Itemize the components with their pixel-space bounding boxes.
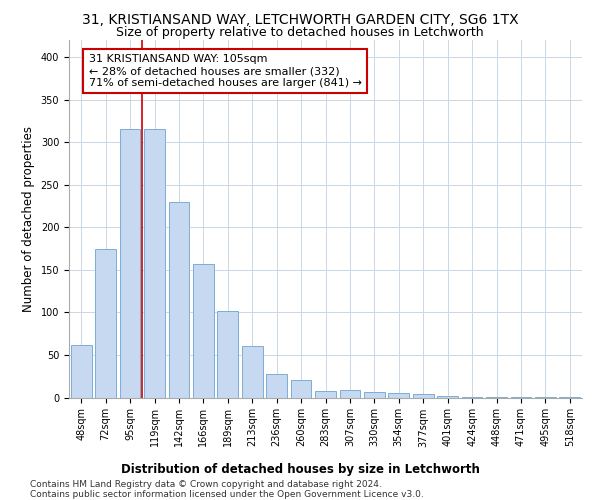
Bar [95, 248, 116, 398]
Bar [388, 393, 409, 398]
Bar [315, 390, 336, 398]
Bar [71, 344, 92, 398]
Bar [413, 394, 434, 398]
Text: Size of property relative to detached houses in Letchworth: Size of property relative to detached ho… [116, 26, 484, 39]
Bar [169, 202, 190, 398]
Bar [437, 396, 458, 398]
Text: 31, KRISTIANSAND WAY, LETCHWORTH GARDEN CITY, SG6 1TX: 31, KRISTIANSAND WAY, LETCHWORTH GARDEN … [82, 12, 518, 26]
Bar [242, 346, 263, 398]
Bar [364, 392, 385, 398]
Bar [144, 130, 165, 398]
Bar [461, 396, 482, 398]
Text: Contains HM Land Registry data © Crown copyright and database right 2024.: Contains HM Land Registry data © Crown c… [30, 480, 382, 489]
Bar [119, 130, 140, 398]
Text: 31 KRISTIANSAND WAY: 105sqm
← 28% of detached houses are smaller (332)
71% of se: 31 KRISTIANSAND WAY: 105sqm ← 28% of det… [89, 54, 362, 88]
Bar [535, 396, 556, 398]
Bar [193, 264, 214, 398]
Bar [290, 380, 311, 398]
Bar [486, 396, 507, 398]
Text: Contains public sector information licensed under the Open Government Licence v3: Contains public sector information licen… [30, 490, 424, 499]
Bar [559, 396, 580, 398]
Y-axis label: Number of detached properties: Number of detached properties [22, 126, 35, 312]
Bar [266, 374, 287, 398]
Bar [340, 390, 361, 398]
Bar [511, 396, 532, 398]
Text: Distribution of detached houses by size in Letchworth: Distribution of detached houses by size … [121, 462, 479, 475]
Bar [217, 310, 238, 398]
